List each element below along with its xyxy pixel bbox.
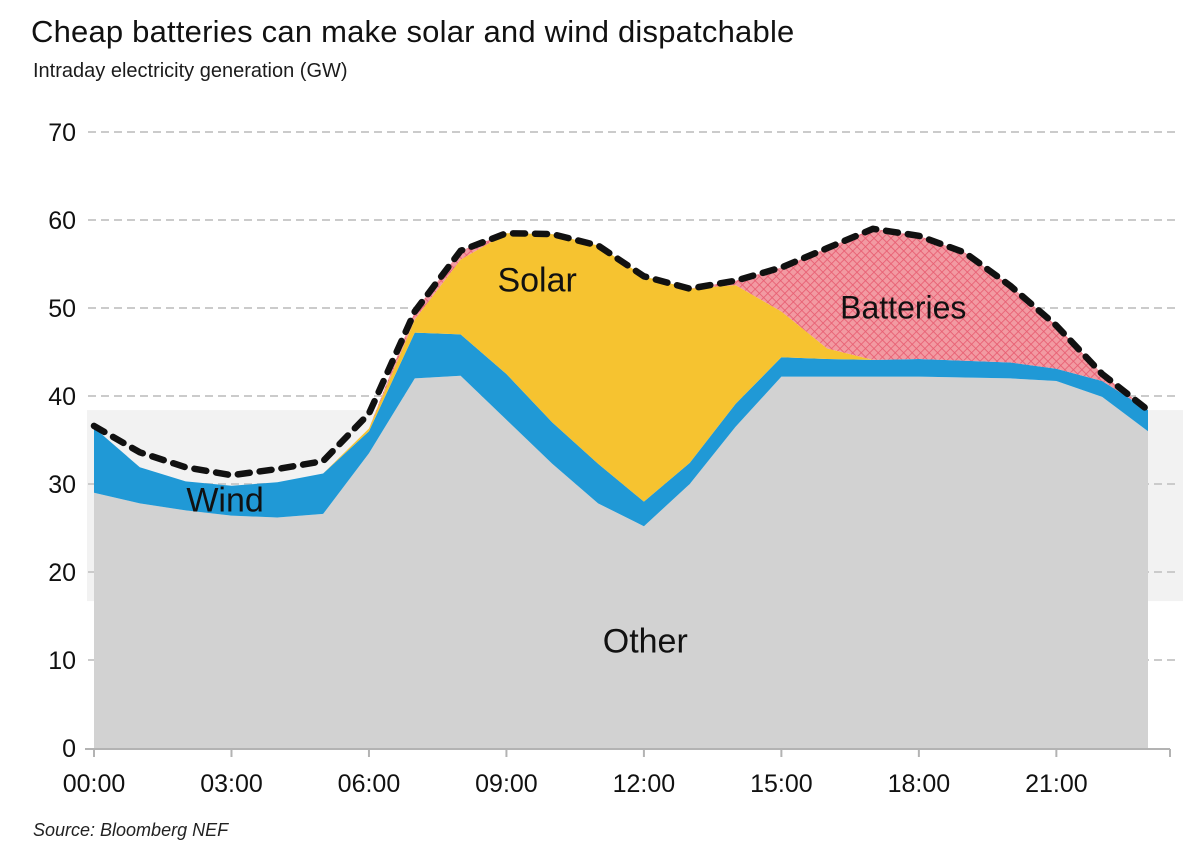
x-tick-label-00:00: 00:00 — [63, 770, 126, 798]
x-tick-label-15:00: 15:00 — [750, 770, 813, 798]
x-tick-label-18:00: 18:00 — [888, 770, 951, 798]
y-tick-label-70: 70 — [48, 119, 76, 147]
area-wind — [94, 332, 1148, 527]
x-tick-label-12:00: 12:00 — [613, 770, 676, 798]
y-tick-label-50: 50 — [48, 295, 76, 323]
x-tick-label-21:00: 21:00 — [1025, 770, 1088, 798]
y-tick-label-0: 0 — [62, 735, 76, 763]
chart-title: Cheap batteries can make solar and wind … — [31, 14, 795, 49]
y-tick-label-20: 20 — [48, 559, 76, 587]
x-tick-label-06:00: 06:00 — [338, 770, 401, 798]
area-label-wind: Wind — [186, 482, 263, 520]
area-label-solar: Solar — [497, 262, 576, 300]
area-other — [94, 375, 1148, 748]
y-tick-label-30: 30 — [48, 471, 76, 499]
source-note: Source: Bloomberg NEF — [33, 820, 229, 840]
area-solar — [94, 233, 1148, 502]
demand-dashed-line — [90, 225, 1152, 479]
x-tick-label-03:00: 03:00 — [200, 770, 263, 798]
y-tick-label-40: 40 — [48, 383, 76, 411]
x-tick-label-09:00: 09:00 — [475, 770, 538, 798]
area-label-other: Other — [603, 623, 688, 661]
area-batteries — [94, 228, 1148, 486]
chart-subtitle: Intraday electricity generation (GW) — [33, 60, 348, 82]
area-label-batteries: Batteries — [840, 289, 966, 325]
y-tick-label-60: 60 — [48, 207, 76, 235]
y-tick-label-10: 10 — [48, 647, 76, 675]
